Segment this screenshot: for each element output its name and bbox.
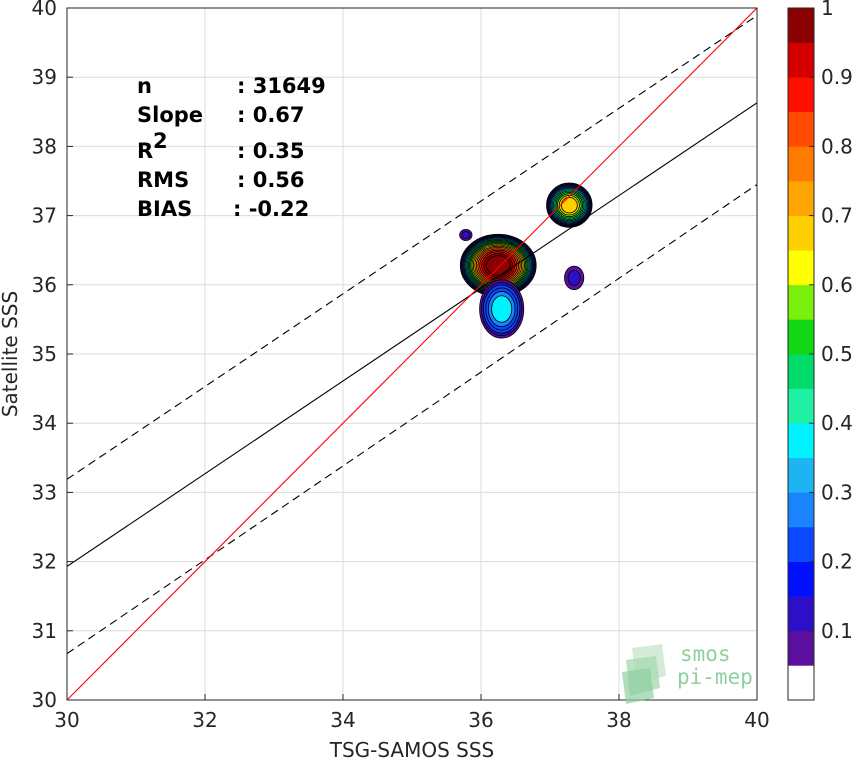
- x-tick-label: 40: [744, 708, 769, 732]
- colorbar-segment: [788, 596, 814, 632]
- density-contour: [486, 255, 511, 276]
- y-tick-label: 39: [32, 65, 57, 89]
- colorbar-segment: [788, 42, 814, 78]
- y-tick-label: 35: [32, 342, 57, 366]
- stat-label: RMS: [137, 168, 189, 192]
- colorbar-segment: [788, 527, 814, 562]
- smos-pi-mep-logo: smos pi-mep: [622, 642, 753, 704]
- colorbar-segment: [788, 388, 814, 424]
- fit-lines: [67, 8, 757, 700]
- stat-label: R: [137, 139, 153, 163]
- logo-text-pi-mep: pi-mep: [677, 665, 753, 689]
- colorbar-segment: [788, 215, 814, 251]
- colorbar-segment: [788, 561, 814, 597]
- y-tick-label: 37: [32, 204, 57, 228]
- y-tick-label: 30: [32, 688, 57, 712]
- x-tick-label: 36: [468, 708, 493, 732]
- y-tick-label: 40: [32, 0, 57, 20]
- stat-value: : 31649: [237, 74, 326, 98]
- density-contour: [491, 295, 513, 323]
- stat-superscript: 2: [153, 129, 168, 153]
- density-contour: [567, 269, 581, 286]
- colorbar-tick-label: 0.1: [821, 619, 853, 643]
- stats-box: n : 31649 Slope : 0.67 R 2 : 0.35 RMS : 0.56 BIAS…: [137, 74, 326, 221]
- stat-value: : -0.22: [233, 197, 309, 221]
- stat-value: : 0.67: [237, 103, 305, 127]
- colorbar-segment: [788, 423, 814, 459]
- y-axis-label: Satellite SSS: [0, 291, 22, 417]
- colorbar-segment: [788, 8, 814, 43]
- density-contour: [461, 231, 471, 239]
- x-axis: 30 32 34 36 38 40: [54, 694, 770, 732]
- y-tick-label: 33: [32, 480, 57, 504]
- colorbar-tick-label: 0.3: [821, 480, 853, 504]
- x-tick-label: 38: [606, 708, 631, 732]
- colorbar-segment: [788, 111, 814, 147]
- colorbar-tick-label: 0.8: [821, 134, 853, 158]
- y-tick-label: 34: [32, 411, 57, 435]
- colorbar-segment: [788, 457, 814, 493]
- colorbar-tick-label: 0.4: [821, 411, 853, 435]
- y-tick-label: 32: [32, 550, 57, 574]
- colorbar-tick-label: 0.9: [821, 65, 853, 89]
- colorbar-tick-label: 0.6: [821, 273, 853, 297]
- colorbar-tick-label: 0.5: [821, 342, 853, 366]
- colorbar-segment: [788, 319, 814, 355]
- stat-label: n: [137, 74, 152, 98]
- colorbar-segment: [788, 354, 814, 389]
- x-tick-label: 32: [192, 708, 217, 732]
- one-to-one-line: [67, 8, 757, 700]
- colorbar: 0.1 0.2 0.3 0.4 0.5 0.6 0.7 0.8 0.9 1: [787, 0, 853, 701]
- x-axis-label: TSG-SAMOS SSS: [329, 738, 495, 762]
- stat-label: Slope: [137, 103, 203, 127]
- colorbar-segment: [788, 492, 814, 528]
- x-tick-label: 30: [54, 708, 79, 732]
- y-tick-label: 36: [32, 273, 57, 297]
- stat-label: BIAS: [137, 197, 192, 221]
- density-contours: [459, 182, 593, 339]
- y-tick-label: 38: [32, 134, 57, 158]
- colorbar-segment: [788, 77, 814, 113]
- regression-line: [67, 102, 757, 567]
- y-tick-label: 31: [32, 619, 57, 643]
- logo-text-smos: smos: [680, 642, 731, 666]
- lower-bound-line: [67, 184, 757, 655]
- colorbar-tick-label: 0.2: [821, 550, 853, 574]
- colorbar-segment: [788, 250, 814, 286]
- logo-mark-icon: [622, 644, 666, 704]
- colorbar-tick-label: 1: [821, 0, 834, 20]
- colorbar-segment: [788, 665, 814, 701]
- stat-value: : 0.35: [237, 139, 305, 163]
- colorbar-tick-label: 0.7: [821, 204, 853, 228]
- x-tick-label: 34: [330, 708, 355, 732]
- colorbar-segment: [788, 146, 814, 182]
- colorbar-segment: [788, 284, 814, 320]
- density-contour: [560, 197, 578, 214]
- colorbar-segment: [788, 630, 814, 666]
- colorbar-segment: [788, 181, 814, 216]
- stat-value: : 0.56: [237, 168, 305, 192]
- y-axis: 30 31 32 33 34 35 36 37 38 39 40: [32, 0, 73, 712]
- upper-bound-line: [67, 15, 757, 480]
